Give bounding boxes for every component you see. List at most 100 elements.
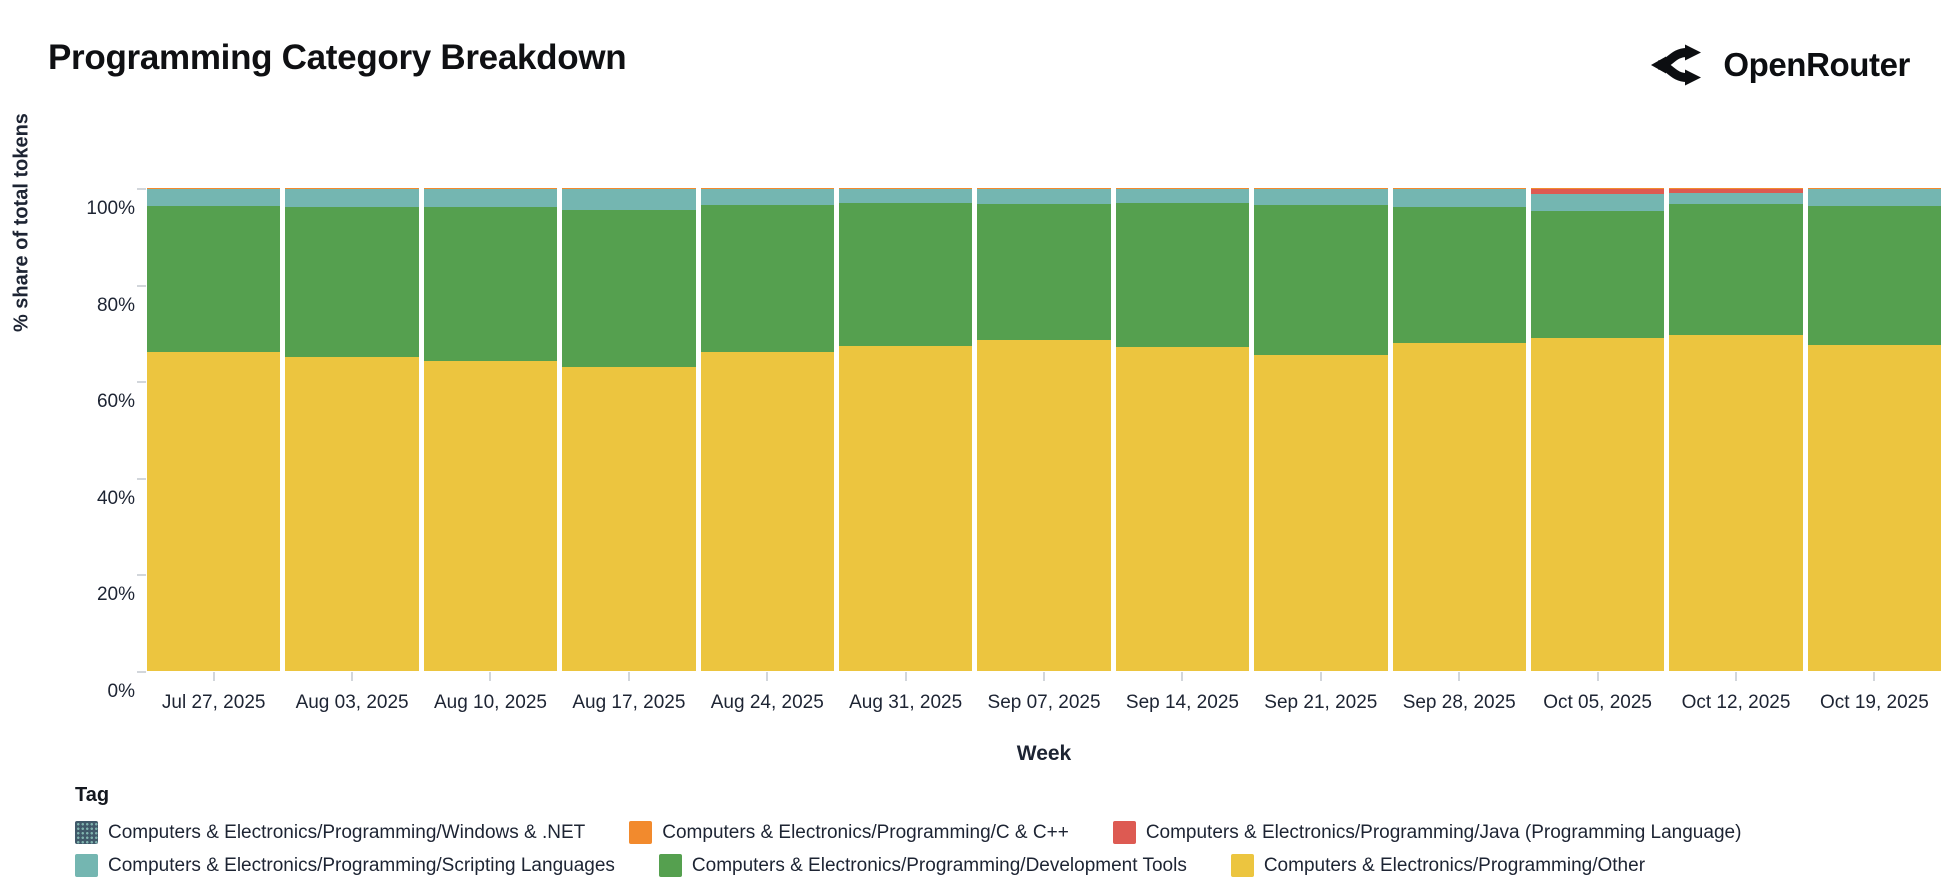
- bar-aug-31-2025[interactable]: [838, 188, 973, 671]
- x-tick-label: Aug 17, 2025: [562, 671, 695, 714]
- y-tick-label: 100%: [86, 198, 135, 219]
- bar-segment[interactable]: [147, 206, 281, 353]
- bar-segment[interactable]: [838, 203, 973, 347]
- bar-segment[interactable]: [977, 189, 1111, 205]
- bar-segment[interactable]: [147, 188, 281, 190]
- bar-segment[interactable]: [1254, 354, 1388, 671]
- bar-segment[interactable]: [838, 188, 973, 190]
- y-axis-title: % share of total tokens: [10, 113, 33, 333]
- x-tick-label: Sep 28, 2025: [1393, 671, 1526, 714]
- bar-segment[interactable]: [1392, 188, 1526, 190]
- y-tick-mark: [137, 574, 146, 577]
- legend-swatch: [75, 821, 98, 844]
- bar-segment[interactable]: [1807, 188, 1942, 190]
- bar-segment[interactable]: [562, 188, 696, 190]
- bar-segment[interactable]: [1115, 189, 1250, 203]
- bar-segment[interactable]: [1669, 192, 1803, 204]
- legend-swatch: [75, 854, 98, 877]
- bar-segment[interactable]: [147, 352, 281, 671]
- bar-segment[interactable]: [285, 357, 419, 671]
- legend-row: Computers & Electronics/Programming/Scri…: [75, 854, 1915, 877]
- bar-oct-05-2025[interactable]: [1530, 188, 1665, 671]
- x-tick-label: Aug 03, 2025: [285, 671, 418, 714]
- bar-segment[interactable]: [423, 189, 558, 208]
- x-tick-label: Sep 21, 2025: [1254, 671, 1387, 714]
- bar-segment[interactable]: [838, 346, 973, 671]
- bar-segment[interactable]: [1807, 189, 1942, 206]
- bar-segment[interactable]: [700, 189, 834, 206]
- y-tick-mark: [137, 477, 146, 480]
- y-tick-mark: [137, 284, 146, 287]
- bar-segment[interactable]: [1530, 337, 1665, 671]
- bar-segment[interactable]: [147, 189, 281, 207]
- bar-segment[interactable]: [700, 205, 834, 353]
- legend-label: Computers & Electronics/Programming/Scri…: [108, 854, 615, 876]
- legend-label: Computers & Electronics/Programming/Java…: [1145, 821, 1742, 843]
- bar-sep-28-2025[interactable]: [1392, 188, 1526, 671]
- legend-item[interactable]: Computers & Electronics/Programming/Java…: [1112, 821, 1742, 844]
- legend-swatch: [629, 821, 653, 844]
- bar-sep-21-2025[interactable]: [1254, 188, 1388, 671]
- bar-sep-14-2025[interactable]: [1115, 188, 1250, 671]
- bar-segment[interactable]: [1530, 211, 1665, 338]
- bar-oct-12-2025[interactable]: [1669, 188, 1803, 671]
- bar-segment[interactable]: [285, 188, 419, 190]
- legend-swatch: [1230, 854, 1254, 877]
- bar-aug-03-2025[interactable]: [285, 188, 419, 671]
- y-tick-mark: [137, 381, 146, 384]
- legend-swatch: [658, 854, 682, 877]
- x-tick-label: Oct 05, 2025: [1531, 671, 1664, 714]
- bar-segment[interactable]: [1254, 188, 1388, 190]
- bar-segment[interactable]: [700, 352, 834, 671]
- x-tick-label: Oct 12, 2025: [1669, 671, 1802, 714]
- bar-segment[interactable]: [285, 189, 419, 208]
- bar-segment[interactable]: [1254, 205, 1388, 355]
- bar-segment[interactable]: [423, 188, 558, 190]
- legend-title: Tag: [75, 784, 110, 806]
- bar-segment[interactable]: [1392, 189, 1526, 208]
- legend-label: Computers & Electronics/Programming/Othe…: [1263, 854, 1646, 876]
- bar-segment[interactable]: [977, 188, 1111, 190]
- bar-segment[interactable]: [1669, 188, 1803, 193]
- bar-segment[interactable]: [1807, 205, 1942, 345]
- legend-item[interactable]: Computers & Electronics/Programming/Othe…: [1230, 854, 1646, 877]
- bar-segment[interactable]: [423, 207, 558, 361]
- bar-aug-10-2025[interactable]: [423, 188, 558, 671]
- bar-jul-27-2025[interactable]: [147, 188, 281, 671]
- bar-segment[interactable]: [700, 188, 834, 190]
- bar-segment[interactable]: [1115, 188, 1250, 190]
- bar-segment[interactable]: [1530, 194, 1665, 212]
- legend-item[interactable]: Computers & Electronics/Programming/C & …: [629, 821, 1069, 844]
- bar-segment[interactable]: [1392, 207, 1526, 343]
- bar-segment[interactable]: [1669, 203, 1803, 336]
- bar-segment[interactable]: [1530, 188, 1665, 195]
- bar-segment[interactable]: [423, 360, 558, 671]
- bar-sep-07-2025[interactable]: [977, 188, 1111, 671]
- x-tick-label: Oct 19, 2025: [1808, 671, 1941, 714]
- x-axis-title: Week: [1016, 742, 1072, 765]
- bar-segment[interactable]: [838, 189, 973, 203]
- x-tick-label: Sep 14, 2025: [1116, 671, 1249, 714]
- bar-segment[interactable]: [1115, 347, 1250, 671]
- bar-aug-17-2025[interactable]: [562, 188, 696, 671]
- legend-label: Computers & Electronics/Programming/Deve…: [691, 854, 1187, 876]
- bar-segment[interactable]: [562, 189, 696, 211]
- brand-name: OpenRouter: [1723, 46, 1910, 83]
- bar-oct-19-2025[interactable]: [1807, 188, 1942, 671]
- bar-aug-24-2025[interactable]: [700, 188, 834, 671]
- bar-segment[interactable]: [285, 207, 419, 358]
- legend-item[interactable]: Computers & Electronics/Programming/Deve…: [658, 854, 1187, 877]
- legend-item[interactable]: Computers & Electronics/Programming/Scri…: [75, 854, 615, 877]
- bar-segment[interactable]: [1807, 344, 1942, 671]
- bar-segment[interactable]: [1254, 189, 1388, 206]
- bar-segment[interactable]: [977, 204, 1111, 341]
- bar-segment[interactable]: [562, 210, 696, 367]
- legend-item[interactable]: Computers & Electronics/Programming/Wind…: [75, 821, 585, 844]
- bar-segment[interactable]: [1392, 342, 1526, 671]
- bar-segment[interactable]: [562, 366, 696, 671]
- bar-segment[interactable]: [1669, 335, 1803, 671]
- x-tick-label: Sep 07, 2025: [977, 671, 1110, 714]
- bar-segment[interactable]: [977, 340, 1111, 671]
- openrouter-icon: [1651, 40, 1709, 90]
- bar-segment[interactable]: [1115, 202, 1250, 348]
